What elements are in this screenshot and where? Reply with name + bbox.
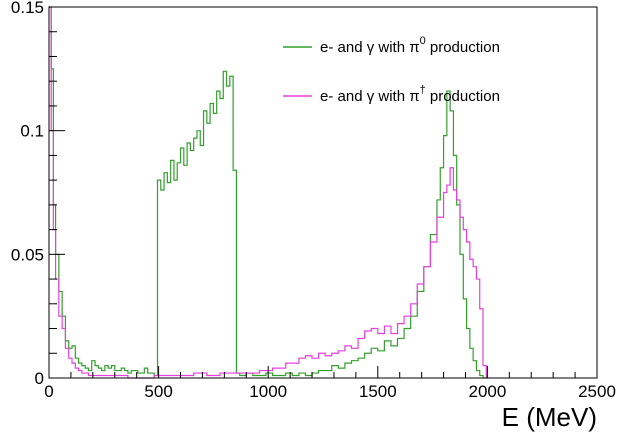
legend-pi0-pi: π <box>409 39 419 56</box>
y-axis-ticks: 0 0.05 0.1 0.15 <box>11 0 65 388</box>
legend-label-pi0: e- and γ with π0 production <box>320 35 500 56</box>
plot-area <box>49 6 489 379</box>
legend-pi0-sup: 0 <box>420 35 426 47</box>
x-tick-label: 500 <box>144 382 172 401</box>
x-tick-label: 2500 <box>578 382 616 401</box>
series-line-pipm <box>49 6 489 379</box>
legend-pipm-pi: π <box>409 88 419 105</box>
x-tick-label: 1500 <box>359 382 397 401</box>
legend-pi0-with: with <box>374 39 409 56</box>
x-tick-label: 0 <box>44 382 53 401</box>
x-axis-ticks: 0 500 1000 1500 2000 2500 <box>44 366 616 401</box>
legend-pipm-with: with <box>374 88 409 105</box>
y-tick-label: 0.05 <box>11 245 44 264</box>
legend-entry-pipm: e- and γ with π† production <box>283 84 500 105</box>
legend-entry-pi0: e- and γ with π0 production <box>283 35 500 56</box>
legend-pi0-prefix: e- and <box>320 39 367 56</box>
y-tick-label: 0.15 <box>11 0 44 17</box>
legend-pipm-prefix: e- and <box>320 88 367 105</box>
y-tick-label: 0.1 <box>20 122 44 141</box>
legend-pipm-gamma: γ <box>367 88 375 105</box>
legend-label-pipm: e- and γ with π† production <box>320 84 500 105</box>
series-line-pi0 <box>49 6 486 379</box>
plot-frame <box>48 6 598 379</box>
legend-pipm-sup: † <box>420 84 426 96</box>
x-axis-title: E (MeV) <box>502 402 597 432</box>
x-tick-label: 2000 <box>468 382 506 401</box>
x-tick-label: 1000 <box>249 382 287 401</box>
legend-pi0-gamma: γ <box>367 39 375 56</box>
legend-pipm-suffix: production <box>426 88 500 105</box>
legend: e- and γ with π0 production e- and γ wit… <box>283 35 500 105</box>
legend-pi0-suffix: production <box>426 39 500 56</box>
y-tick-label: 0 <box>35 369 44 388</box>
